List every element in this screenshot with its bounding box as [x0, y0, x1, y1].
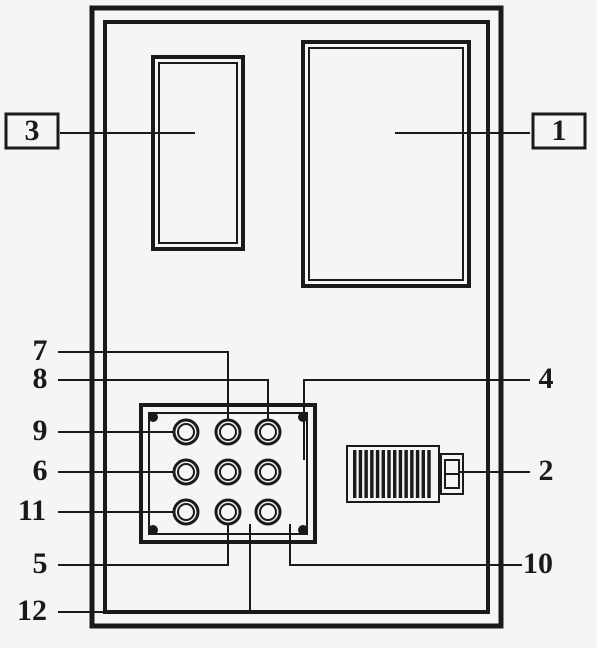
rect-left: [153, 57, 243, 249]
rect-left-inner: [159, 63, 237, 243]
button-inner: [260, 424, 276, 440]
inner-frame: [105, 22, 488, 612]
callout-label-4: 4: [539, 362, 554, 395]
button-inner: [260, 504, 276, 520]
callout-label-8: 8: [33, 362, 48, 395]
callout-label-2: 2: [539, 454, 554, 487]
callout-label-10: 10: [523, 547, 553, 580]
diagram-canvas: 317849621151012: [0, 0, 597, 648]
button-inner: [220, 504, 236, 520]
button-inner: [220, 424, 236, 440]
leader-4: [304, 380, 530, 460]
button-inner: [178, 504, 194, 520]
callout-label-1: 1: [552, 114, 567, 147]
leader-12: [58, 524, 250, 612]
panel-screw-2: [148, 525, 158, 535]
rect-right-inner: [309, 48, 463, 280]
button-inner: [178, 424, 194, 440]
panel-screw-3: [298, 525, 308, 535]
callout-label-3: 3: [25, 114, 40, 147]
button-inner: [260, 464, 276, 480]
button-panel: [141, 405, 315, 542]
connector: [347, 446, 463, 502]
panel-screw-0: [148, 412, 158, 422]
callout-label-12: 12: [17, 594, 47, 627]
button-inner: [220, 464, 236, 480]
rect-right: [303, 42, 469, 286]
button-inner: [178, 464, 194, 480]
callout-label-6: 6: [33, 454, 48, 487]
callout-label-5: 5: [33, 547, 48, 580]
callout-label-11: 11: [18, 494, 46, 527]
callout-label-9: 9: [33, 414, 48, 447]
